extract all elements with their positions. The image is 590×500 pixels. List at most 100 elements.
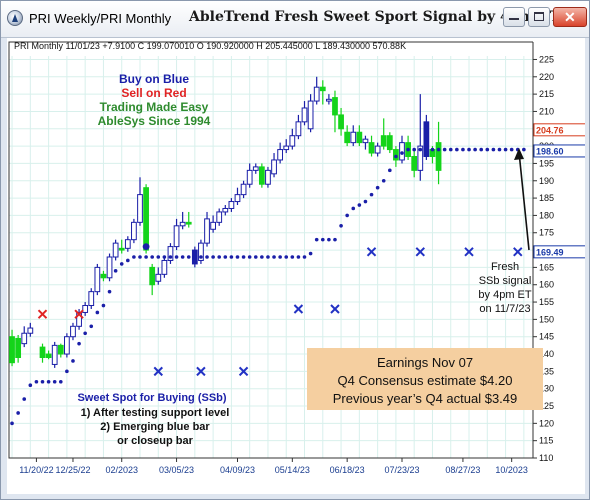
ssb-dot xyxy=(363,199,368,204)
signal-arrow xyxy=(518,151,530,251)
ablesys-text: AbleSys Since 1994 xyxy=(98,114,211,128)
buy-x-marker xyxy=(464,247,474,257)
maximize-icon xyxy=(534,12,544,21)
maximize-button[interactable] xyxy=(528,7,550,27)
sweet-spot-title: Sweet Spot for Buying (SSb) xyxy=(77,392,226,404)
candle-body xyxy=(228,201,235,209)
sell-x-marker-stroke xyxy=(37,309,48,319)
price-tick-label: 110 xyxy=(539,453,553,463)
ssb-dot xyxy=(522,147,526,152)
ssb-dot xyxy=(119,262,124,266)
candle-body xyxy=(137,194,143,223)
sell-x-marker xyxy=(74,309,84,319)
buy-x-marker xyxy=(238,366,249,377)
candle-body xyxy=(100,273,107,279)
ssb-dot xyxy=(308,251,313,256)
ssb-dot xyxy=(375,185,380,190)
candle-body xyxy=(246,169,253,185)
ssb-dot xyxy=(156,255,161,259)
signal-arrow-head xyxy=(514,148,524,160)
app-icon xyxy=(7,10,23,26)
ssb-dot xyxy=(144,255,148,259)
trading-made-easy-text: Trading Made Easy xyxy=(100,100,209,114)
candle-body xyxy=(15,337,22,359)
ssb-dot xyxy=(351,206,356,211)
price-tick-label: 185 xyxy=(539,193,554,203)
ssb-dot xyxy=(455,147,459,152)
candle-body xyxy=(106,256,113,279)
ssb-dot xyxy=(52,379,57,384)
ssb-dot xyxy=(211,255,215,259)
price-tick-label: 160 xyxy=(539,280,554,290)
ssb-dot xyxy=(235,255,240,259)
candle-body xyxy=(167,246,174,261)
sweet-spot-note: Sweet Spot for Buying (SSb) 1) After tes… xyxy=(77,392,229,447)
fresh-text: Fresh xyxy=(491,261,519,273)
buy-x-marker xyxy=(196,366,206,377)
price-tick-label: 145 xyxy=(539,332,554,342)
price-tick-label: 135 xyxy=(539,366,554,376)
ssb-dot xyxy=(424,147,429,152)
fresh-time-text: by 4pm ET xyxy=(478,289,531,301)
price-tag: 169.49 xyxy=(533,245,587,259)
ssb-dot xyxy=(302,255,307,259)
candle-body xyxy=(21,332,28,345)
ssb-dot xyxy=(217,255,222,259)
price-tag-label: 169.49 xyxy=(536,247,564,257)
ssb-dot xyxy=(46,379,51,384)
candle-body xyxy=(271,159,277,175)
ssb-dot xyxy=(473,147,477,152)
close-button[interactable]: ✕ xyxy=(553,7,587,27)
candle-body xyxy=(234,194,241,203)
candle-body xyxy=(332,97,338,116)
price-tick-label: 190 xyxy=(539,176,554,186)
candle-body xyxy=(82,305,89,313)
blue-signal-dot xyxy=(142,243,150,251)
date-axis[interactable]: 11/20/22 12/25/22 02/2023 03/05/23 04/09/23 0… xyxy=(9,457,533,475)
candle-body xyxy=(368,142,375,154)
ssb-dot xyxy=(394,154,398,159)
legend-block: Buy on Blue Sell on Red Trading Made Eas… xyxy=(98,72,211,128)
candle-body xyxy=(204,218,210,244)
candle-body xyxy=(45,353,52,359)
candle-body xyxy=(350,131,357,144)
candle-body xyxy=(417,145,424,171)
ssb-dot xyxy=(229,255,234,259)
ssb-dot xyxy=(126,258,130,263)
buy-x-marker-stroke xyxy=(238,366,249,377)
candle-body xyxy=(112,242,119,258)
candle-body xyxy=(173,225,180,248)
price-tick-label: 140 xyxy=(539,349,554,359)
candle-body xyxy=(76,311,82,327)
signal-markers xyxy=(10,147,526,426)
ssb-dot xyxy=(150,255,154,259)
chart-area[interactable]: 1101151201251301351401451501551601651701… xyxy=(7,38,587,494)
candle-body xyxy=(411,156,418,171)
buy-x-marker xyxy=(153,366,163,377)
price-tick-label: 220 xyxy=(539,72,554,82)
candle-body xyxy=(386,135,393,151)
candle-body xyxy=(210,221,216,230)
candle-body xyxy=(240,183,247,196)
price-chart[interactable]: 1101151201251301351401451501551601651701… xyxy=(7,38,587,494)
price-tick-label: 165 xyxy=(539,262,554,272)
candle-body xyxy=(39,346,46,359)
ohlc-header: PRI Monthly 11/01/23 +7.9100 C 199.07001… xyxy=(14,41,406,51)
ssb-dot xyxy=(314,237,319,242)
candle-body xyxy=(124,239,131,249)
candle-body xyxy=(185,221,192,225)
candles xyxy=(9,76,442,368)
earnings-date-text: Earnings Nov 07 xyxy=(377,355,473,370)
ssb-dot xyxy=(113,269,118,273)
candle-body xyxy=(198,242,204,261)
ssb-dot xyxy=(89,324,94,329)
minimize-button[interactable] xyxy=(503,7,525,27)
candle-body xyxy=(283,145,290,151)
ssb-dot xyxy=(266,255,270,259)
ssb-dot xyxy=(278,255,282,259)
ssb-dot xyxy=(253,255,258,259)
candle-body xyxy=(338,114,344,130)
sell-x-marker-stroke xyxy=(74,309,84,319)
ssb-dot xyxy=(186,255,191,259)
ssb-dot xyxy=(10,421,14,426)
